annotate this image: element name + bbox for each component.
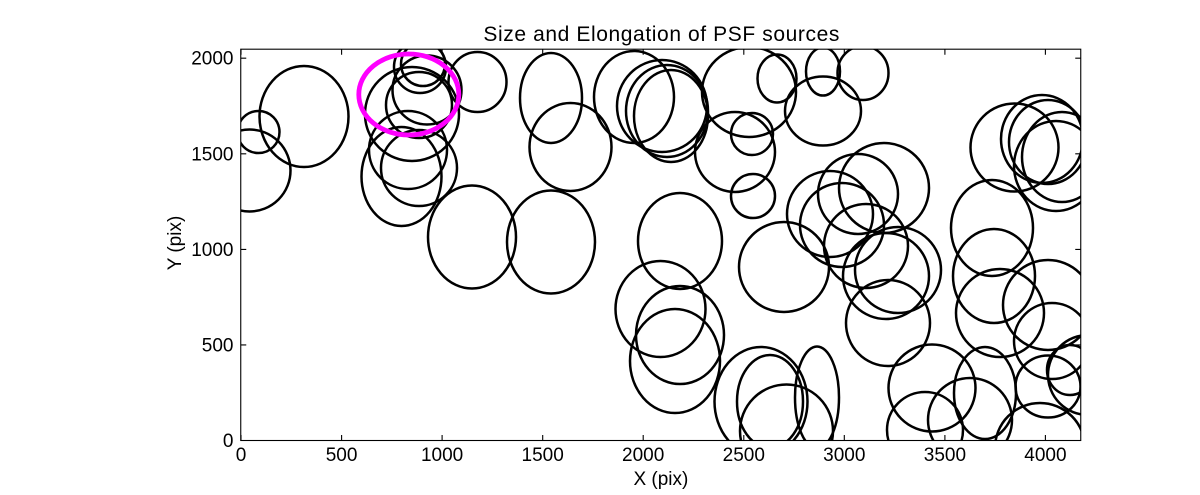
svg-text:2000: 2000 <box>191 49 233 70</box>
svg-text:Size and Elongation of PSF sou: Size and Elongation of PSF sources <box>483 23 840 46</box>
svg-text:3500: 3500 <box>924 445 966 466</box>
svg-text:500: 500 <box>326 445 358 466</box>
svg-text:500: 500 <box>202 335 234 356</box>
svg-text:1500: 1500 <box>191 144 233 165</box>
svg-text:Y (pix): Y (pix) <box>165 216 186 271</box>
svg-text:2500: 2500 <box>723 445 765 466</box>
svg-text:1000: 1000 <box>421 445 463 466</box>
svg-text:1000: 1000 <box>191 240 233 261</box>
svg-text:1500: 1500 <box>522 445 564 466</box>
svg-text:4000: 4000 <box>1024 445 1066 466</box>
svg-text:3000: 3000 <box>823 445 865 466</box>
svg-text:0: 0 <box>223 431 234 452</box>
svg-text:2000: 2000 <box>622 445 664 466</box>
svg-text:X (pix): X (pix) <box>633 469 688 490</box>
svg-text:0: 0 <box>236 445 247 466</box>
